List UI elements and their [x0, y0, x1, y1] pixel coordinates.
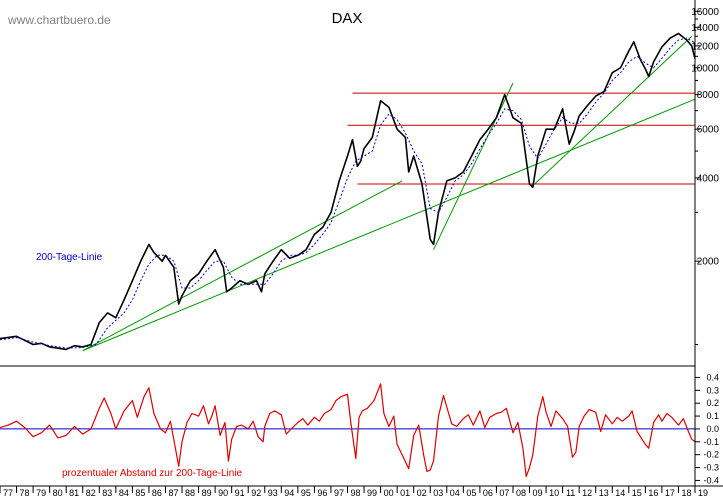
x-tick-label: 95	[301, 488, 311, 498]
y-tick-label: 14000	[691, 23, 719, 34]
x-tick-label: 99	[367, 488, 377, 498]
x-tick-label: 94	[284, 488, 294, 498]
x-tick-label: 84	[119, 488, 129, 498]
x-tick-label: 00	[384, 488, 394, 498]
x-tick-label: 86	[152, 488, 162, 498]
osc-y-tick-label: 0.3	[706, 385, 719, 395]
x-tick-label: 18	[681, 488, 691, 498]
x-tick-label: 13	[599, 488, 609, 498]
trendline	[530, 35, 693, 188]
x-tick-label: 05	[466, 488, 476, 498]
y-tick-label: 10000	[691, 63, 719, 74]
osc-y-tick-label: 0.0	[706, 424, 719, 434]
x-tick-label: 97	[334, 488, 344, 498]
x-tick-label: 06	[483, 488, 493, 498]
x-tick-label: 98	[350, 488, 360, 498]
x-tick-label: 17	[665, 488, 675, 498]
x-tick-label: 08	[516, 488, 526, 498]
osc-y-tick-label: 0.1	[706, 411, 719, 421]
ma200-line	[0, 37, 696, 349]
x-tick-label: 88	[185, 488, 195, 498]
x-tick-label: 79	[36, 488, 46, 498]
osc-y-tick-label: -0.2	[703, 450, 719, 460]
x-tick-label: 03	[433, 488, 443, 498]
y-tick-label: 6000	[697, 125, 720, 136]
osc-y-tick-label: -0.1	[703, 437, 719, 447]
trendline	[82, 98, 696, 352]
osc-y-tick-label: -0.4	[703, 475, 719, 485]
x-tick-label: 87	[168, 488, 178, 498]
x-tick-label: 15	[632, 488, 642, 498]
ma-annotation: 200-Tage-Linie	[36, 252, 103, 263]
x-tick-label: 93	[268, 488, 278, 498]
chart-title: DAX	[332, 10, 363, 27]
y-tick-label: 12000	[691, 41, 719, 52]
x-tick-label: 19	[698, 488, 708, 498]
osc-y-tick-label: 0.2	[706, 398, 719, 408]
x-tick-label: 82	[86, 488, 96, 498]
dax-price-line	[0, 32, 696, 351]
watermark-text: www.chartbuero.de	[7, 13, 111, 27]
x-tick-label: 77	[3, 488, 13, 498]
x-tick-label: 96	[317, 488, 327, 498]
x-tick-label: 04	[450, 488, 460, 498]
x-tick-label: 07	[499, 488, 509, 498]
y-tick-label: 4000	[697, 173, 720, 184]
osc-y-tick-label: -0.3	[703, 463, 719, 473]
x-tick-label: 85	[135, 488, 145, 498]
y-tick-label: 8000	[697, 90, 720, 101]
x-tick-label: 11	[566, 488, 575, 498]
x-tick-label: 14	[615, 488, 625, 498]
x-tick-label: 91	[235, 488, 245, 498]
x-tick-label: 83	[102, 488, 112, 498]
oscillator-line	[0, 383, 696, 478]
x-tick-label: 10	[549, 488, 559, 498]
x-tick-label: 02	[417, 488, 427, 498]
x-tick-label: 90	[218, 488, 228, 498]
x-tick-label: 81	[69, 488, 79, 498]
x-tick-label: 92	[251, 488, 261, 498]
x-tick-label: 80	[53, 488, 63, 498]
x-tick-label: 01	[400, 488, 410, 498]
x-tick-label: 12	[582, 488, 592, 498]
x-tick-label: 78	[20, 488, 30, 498]
osc-y-tick-label: 0.4	[706, 372, 719, 382]
trendline	[433, 82, 514, 250]
x-tick-label: 09	[533, 488, 543, 498]
x-tick-label: 16	[648, 488, 658, 498]
x-tick-label: 89	[202, 488, 212, 498]
trendline	[82, 180, 403, 352]
y-tick-label: 2000	[697, 257, 720, 268]
y-tick-label: 16000	[691, 7, 719, 18]
oscillator-annotation: prozentualer Abstand zur 200-Tage-Linie	[62, 468, 243, 479]
